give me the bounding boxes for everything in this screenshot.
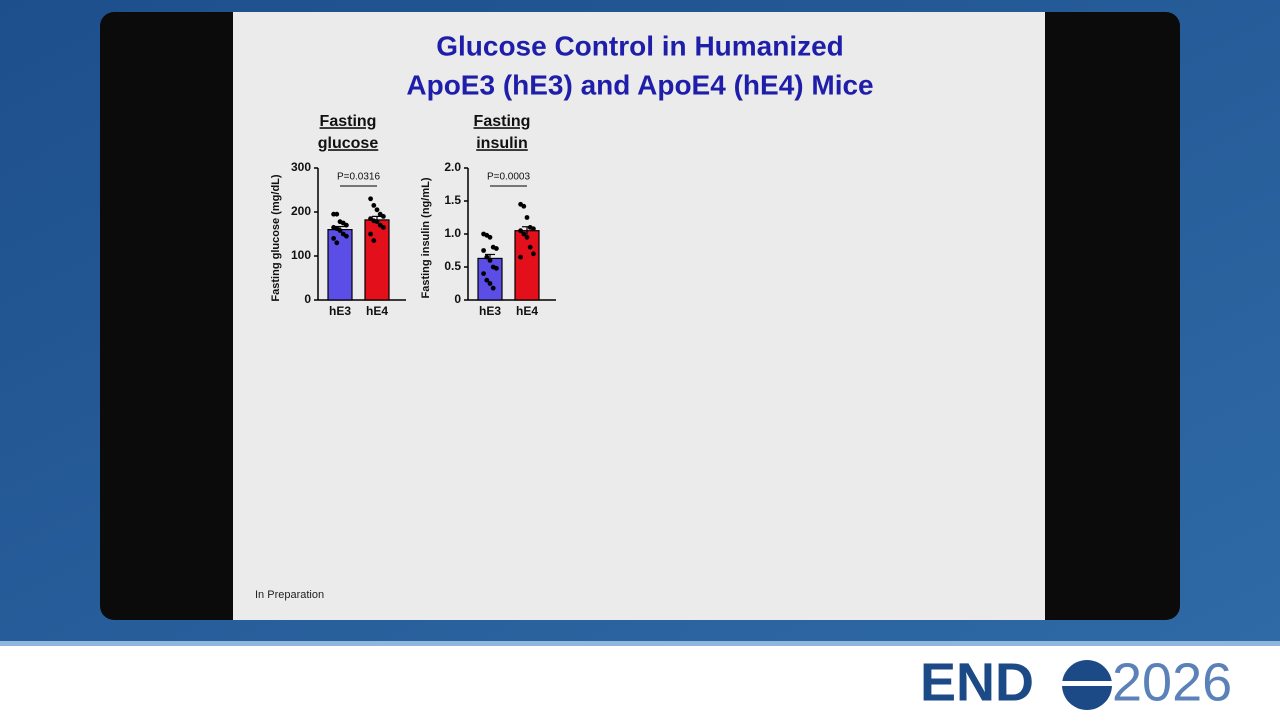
- data-point: [487, 258, 493, 263]
- data-point: [371, 203, 377, 208]
- data-point: [527, 244, 533, 250]
- data-point: [484, 277, 490, 283]
- y-tick-label: 100: [291, 248, 311, 262]
- data-point: [524, 215, 530, 220]
- p-value: P=0.0003: [487, 172, 531, 183]
- y-axis-label: Fasting insulin (ng/mL): [420, 177, 432, 298]
- data-point: [494, 265, 499, 271]
- x-tick-label: hE4: [516, 304, 538, 318]
- data-point: [487, 234, 493, 240]
- data-point: [531, 226, 536, 232]
- y-tick-label: 0.5: [444, 259, 461, 273]
- data-point: [518, 228, 523, 234]
- y-tick-label: 0: [454, 292, 461, 306]
- logo-text: END: [920, 652, 1034, 712]
- data-point: [481, 248, 486, 253]
- bar: [477, 257, 503, 301]
- slide-title: Glucose Control in Humanized: [436, 30, 844, 61]
- p-value: P=0.0316: [337, 172, 381, 183]
- data-point: [374, 219, 380, 225]
- bar: [364, 219, 390, 301]
- data-point: [381, 214, 386, 219]
- logo-stripe: [1062, 681, 1112, 686]
- data-point: [494, 246, 499, 251]
- slide: [233, 12, 1045, 620]
- bar: [327, 229, 353, 301]
- y-tick-label: 1.0: [444, 226, 461, 240]
- bar: [514, 230, 540, 301]
- data-point: [344, 233, 349, 239]
- y-tick-label: 2.0: [444, 160, 461, 174]
- data-point: [518, 254, 523, 260]
- data-point: [334, 240, 340, 246]
- y-tick-label: 0: [304, 292, 311, 306]
- footnote: In Preparation: [255, 589, 324, 601]
- y-tick-label: 300: [291, 160, 311, 174]
- data-point: [521, 203, 527, 209]
- data-point: [481, 271, 486, 276]
- data-point: [331, 236, 336, 241]
- data-point: [381, 225, 386, 230]
- data-point: [484, 254, 490, 260]
- data-point: [524, 234, 530, 240]
- data-point: [521, 231, 527, 237]
- chart-title: glucose: [318, 135, 379, 152]
- chart-title: Fasting: [320, 113, 377, 130]
- data-point: [368, 231, 373, 237]
- data-point: [374, 207, 380, 213]
- data-point: [531, 251, 536, 257]
- data-point: [490, 285, 496, 291]
- data-point: [334, 211, 340, 217]
- x-tick-label: hE4: [366, 304, 388, 318]
- data-point: [487, 281, 493, 286]
- divider: [0, 641, 1280, 646]
- y-tick-label: 1.5: [444, 193, 461, 207]
- chart-title: insulin: [476, 135, 528, 152]
- x-tick-label: hE3: [479, 304, 501, 318]
- y-axis-label: Fasting glucose (mg/dL): [270, 174, 282, 301]
- logo-year: 2026: [1112, 652, 1232, 712]
- x-tick-label: hE3: [329, 304, 351, 318]
- logo: END 2026: [920, 652, 1232, 712]
- data-point: [371, 238, 377, 244]
- data-point: [337, 228, 343, 233]
- chart-title: Fasting: [474, 113, 531, 130]
- y-tick-label: 200: [291, 204, 311, 218]
- data-point: [368, 196, 373, 202]
- slide-title: ApoE3 (hE3) and ApoE4 (hE4) Mice: [406, 69, 873, 100]
- data-point: [344, 222, 349, 228]
